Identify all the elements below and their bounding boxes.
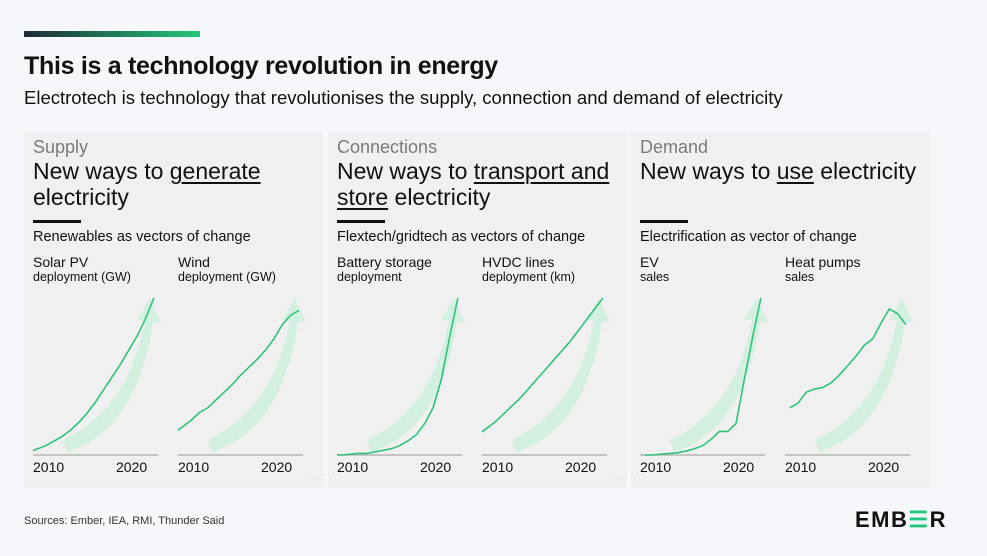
chart-label: EV sales [640,254,670,285]
sources-note: Sources: Ember, IEA, RMI, Thunder Said [24,515,225,527]
line-chart [33,297,161,456]
series-line [33,297,155,452]
chart-label: Battery storage deployment [337,254,432,285]
heading-rule [337,220,385,223]
trend-arrow-icon [367,298,465,452]
x-tick-label: 2010 [640,459,672,475]
panel-category: Demand [640,137,709,157]
accent-bar [24,31,200,37]
heading-rule [640,220,688,223]
trend-arrow-icon [512,298,610,452]
x-tick-label: 2010 [33,459,65,475]
panel-demand: Demand New ways to use electricity Elect… [631,132,930,487]
chart-label: Heat pumps sales [785,254,861,285]
x-tick-label: 2020 [565,459,597,475]
page-title: This is a technology revolution in energ… [24,52,498,80]
x-tick-label: 2020 [116,459,148,475]
panel-heading: New ways to generate electricity [33,158,261,210]
ember-logo: EMB☰R [855,507,948,532]
panel-description: Renewables as vectors of change [33,229,251,245]
series-line [789,307,907,409]
divider [308,472,338,473]
divider [612,472,642,473]
panel-connections: Connections New ways to transport and st… [328,132,627,487]
chart-label: HVDC lines deployment (km) [482,254,576,285]
trend-arrow-icon [208,298,306,452]
chart-label: Wind deployment (GW) [178,254,276,285]
line-chart [337,297,465,456]
panel-supply: Supply New ways to generate electricity … [24,132,323,487]
panel-category: Connections [337,137,438,157]
trend-arrow-icon [63,298,161,452]
x-tick-label: 2010 [337,459,369,475]
chart-label: Solar PV deployment (GW) [33,254,131,285]
line-chart [640,297,768,456]
line-chart [482,297,610,456]
panel-description: Electrification as vector of change [640,229,857,245]
panel-heading: New ways to use electricity [640,158,917,184]
series-line [482,297,604,433]
heading-rule [33,220,81,223]
x-tick-label: 2020 [261,459,293,475]
line-chart [178,298,306,456]
line-chart [785,298,913,456]
trend-arrow-icon [670,298,768,452]
page-subtitle: Electrotech is technology that revolutio… [24,87,783,108]
panel-description: Flextech/gridtech as vectors of change [337,229,586,245]
panel-category: Supply [33,137,89,157]
x-tick-label: 2020 [868,459,900,475]
x-tick-label: 2020 [420,459,452,475]
series-line [644,297,762,456]
x-tick-label: 2020 [723,459,755,475]
series-line [178,309,300,432]
x-tick-label: 2010 [178,459,210,475]
x-tick-label: 2010 [785,459,817,475]
trend-arrow-icon [815,298,913,452]
x-tick-label: 2010 [482,459,514,475]
series-line [337,297,459,456]
panel-heading: New ways to transport and store electric… [337,158,610,210]
